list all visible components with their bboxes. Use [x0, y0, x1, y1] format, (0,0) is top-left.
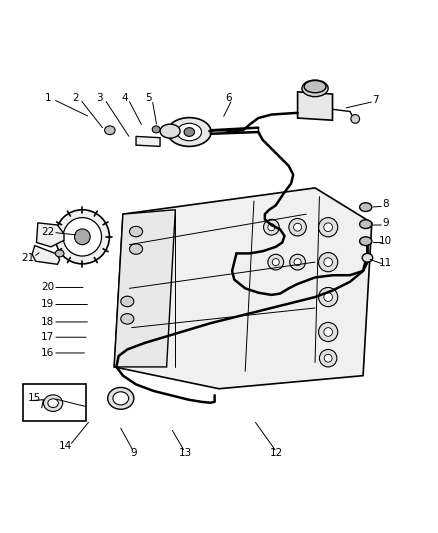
- Ellipse shape: [74, 229, 90, 245]
- Ellipse shape: [272, 259, 279, 265]
- Ellipse shape: [302, 80, 328, 96]
- Ellipse shape: [304, 80, 326, 93]
- Text: 18: 18: [41, 317, 54, 327]
- Text: 9: 9: [382, 218, 389, 228]
- Ellipse shape: [113, 392, 129, 405]
- Ellipse shape: [289, 219, 306, 236]
- Ellipse shape: [177, 123, 201, 141]
- Ellipse shape: [318, 253, 338, 272]
- Ellipse shape: [324, 354, 332, 362]
- Ellipse shape: [324, 223, 332, 231]
- Ellipse shape: [160, 124, 180, 138]
- Ellipse shape: [360, 237, 372, 246]
- Text: 8: 8: [382, 199, 389, 209]
- Text: 15: 15: [28, 393, 41, 403]
- Polygon shape: [114, 188, 372, 389]
- Ellipse shape: [130, 227, 143, 237]
- Text: 10: 10: [379, 236, 392, 246]
- Ellipse shape: [105, 126, 115, 135]
- Ellipse shape: [121, 313, 134, 324]
- Text: 12: 12: [270, 448, 283, 458]
- Text: 2: 2: [72, 93, 79, 102]
- Ellipse shape: [360, 203, 372, 212]
- Text: 6: 6: [225, 93, 232, 102]
- Text: 16: 16: [41, 348, 54, 358]
- Ellipse shape: [167, 118, 211, 147]
- Ellipse shape: [121, 296, 134, 306]
- Ellipse shape: [319, 350, 337, 367]
- Text: 20: 20: [41, 282, 54, 293]
- Ellipse shape: [268, 254, 284, 270]
- Text: 4: 4: [121, 93, 127, 102]
- Text: 1: 1: [45, 93, 51, 102]
- Ellipse shape: [324, 293, 332, 301]
- Ellipse shape: [264, 220, 279, 235]
- Bar: [22, 384, 86, 422]
- Text: 14: 14: [59, 441, 72, 451]
- Ellipse shape: [318, 217, 338, 237]
- Ellipse shape: [268, 224, 275, 231]
- Ellipse shape: [43, 395, 63, 411]
- Ellipse shape: [152, 126, 160, 133]
- Ellipse shape: [294, 259, 301, 265]
- Ellipse shape: [324, 328, 332, 336]
- Polygon shape: [136, 136, 160, 147]
- Ellipse shape: [318, 287, 338, 306]
- Ellipse shape: [184, 128, 194, 136]
- Text: 7: 7: [372, 95, 378, 104]
- Text: 11: 11: [379, 258, 392, 268]
- Ellipse shape: [318, 322, 338, 342]
- Ellipse shape: [55, 210, 110, 264]
- Ellipse shape: [324, 258, 332, 266]
- Ellipse shape: [362, 253, 373, 262]
- Text: 5: 5: [145, 93, 152, 102]
- Text: 22: 22: [41, 228, 54, 237]
- Ellipse shape: [290, 254, 305, 270]
- Ellipse shape: [360, 220, 372, 229]
- Polygon shape: [114, 210, 175, 367]
- Polygon shape: [36, 223, 64, 247]
- Ellipse shape: [48, 399, 58, 408]
- Text: 21: 21: [21, 253, 35, 263]
- Text: 3: 3: [96, 93, 103, 102]
- Ellipse shape: [130, 244, 143, 254]
- Text: 9: 9: [131, 448, 137, 458]
- Polygon shape: [32, 246, 60, 264]
- Text: 17: 17: [41, 332, 54, 342]
- Text: 19: 19: [41, 300, 54, 310]
- Ellipse shape: [55, 250, 64, 257]
- Ellipse shape: [351, 115, 360, 123]
- Ellipse shape: [108, 387, 134, 409]
- Ellipse shape: [293, 223, 301, 231]
- Ellipse shape: [63, 217, 102, 256]
- Text: 13: 13: [178, 448, 191, 458]
- Polygon shape: [297, 92, 332, 120]
